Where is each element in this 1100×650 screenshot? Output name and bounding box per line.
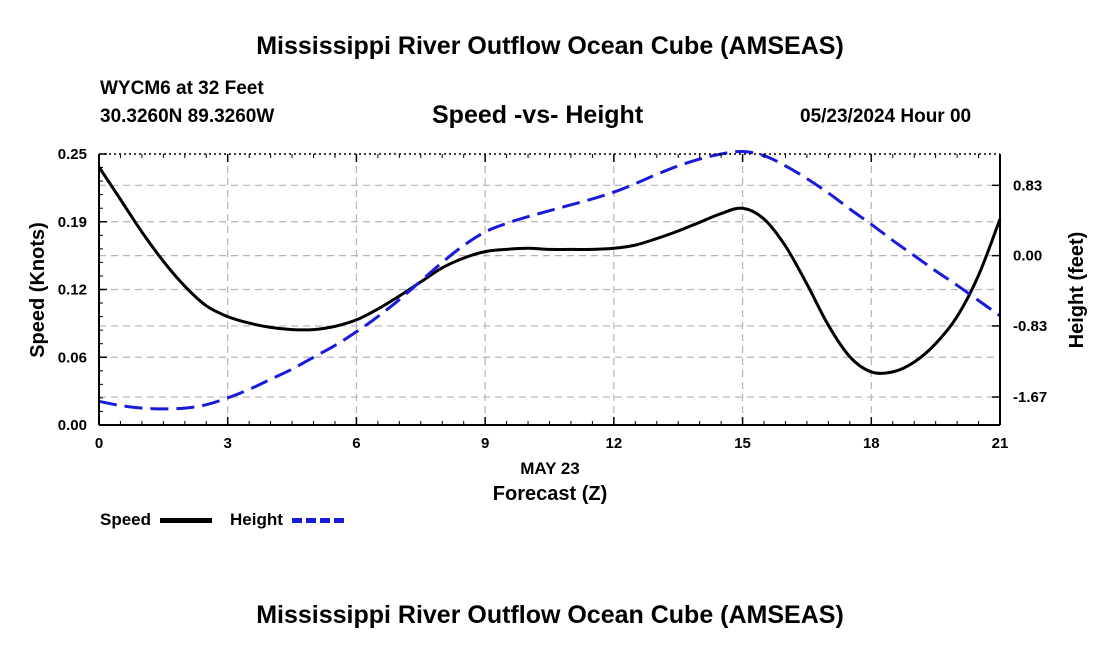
x-axis-title: Forecast (Z) <box>493 483 607 505</box>
axes <box>98 153 1001 426</box>
x-tick-label: 21 <box>992 435 1009 452</box>
grid-lines <box>99 154 1000 425</box>
x-axis-date-label: MAY 23 <box>520 459 580 478</box>
y-left-tick-label: 0.25 <box>58 146 87 163</box>
series-lines <box>97 149 1002 411</box>
speed-height-chart: 0 3 6 9 12 15 18 21 0.00 0.06 0.12 0.19 0.25 -1.67 -0.… <box>27 146 1088 505</box>
y-axis-left-title: Speed (Knots) <box>27 222 49 358</box>
chart-title: Speed -vs- Height <box>432 101 644 129</box>
legend-height-swatch <box>292 518 344 523</box>
x-tick-label: 18 <box>863 435 880 452</box>
legend-height-label: Height <box>230 510 283 529</box>
legend-speed-label: Speed <box>100 510 152 529</box>
y-right-tick-label: -1.67 <box>1013 389 1047 406</box>
y-left-tick-label: 0.00 <box>58 417 87 434</box>
y-axis-right-title: Height (feet) <box>1066 232 1088 349</box>
page-title-top: Mississippi River Outflow Ocean Cube (AM… <box>256 32 844 60</box>
page-title-bottom: Mississippi River Outflow Ocean Cube (AM… <box>256 601 844 629</box>
tick-labels: 0 3 6 9 12 15 18 21 0.00 0.06 0.12 0.19 0.25 -1.67 -0.… <box>58 146 1047 452</box>
series-line-height <box>98 149 1001 411</box>
y-right-tick-label: 0.83 <box>1013 177 1042 194</box>
y-left-tick-label: 0.06 <box>58 349 87 366</box>
x-tick-label: 12 <box>606 435 623 452</box>
y-right-tick-label: -0.83 <box>1013 318 1047 335</box>
x-tick-label: 3 <box>224 435 232 452</box>
x-tick-label: 0 <box>95 435 103 452</box>
station-label: WYCM6 at 32 Feet <box>100 78 264 99</box>
datetime-label: 05/23/2024 Hour 00 <box>800 106 972 127</box>
legend-speed-swatch <box>160 518 212 523</box>
y-left-tick-label: 0.12 <box>58 282 87 299</box>
x-tick-label: 15 <box>734 435 751 452</box>
series-line-speed <box>97 166 1002 375</box>
y-left-tick-label: 0.19 <box>58 214 87 231</box>
y-right-tick-label: 0.00 <box>1013 248 1042 265</box>
x-tick-label: 9 <box>481 435 489 452</box>
coordinates-label: 30.3260N 89.3260W <box>100 106 275 127</box>
x-tick-label: 6 <box>352 435 360 452</box>
